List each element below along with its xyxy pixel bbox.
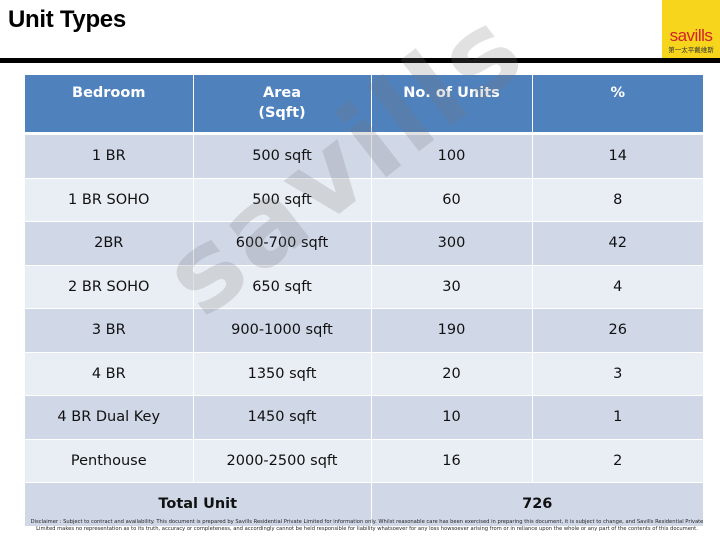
cell-bedroom: 2 BR SOHO	[25, 265, 194, 309]
cell-percent: 26	[532, 308, 703, 353]
cell-units: 100	[371, 133, 533, 179]
table-row: 2 BR SOHO 650 sqft 30 4	[25, 265, 703, 309]
table-row: 2BR 600-700 sqft 300 42	[25, 221, 703, 266]
table-row: 1 BR SOHO 500 sqft 60 8	[25, 178, 703, 222]
page-title: Unit Types	[8, 6, 126, 33]
cell-area: 600-700 sqft	[193, 221, 372, 266]
cell-units: 190	[371, 308, 533, 353]
cell-area: 1450 sqft	[193, 395, 372, 440]
cell-bedroom: 1 BR SOHO	[25, 178, 194, 222]
title-divider	[0, 58, 720, 63]
header-bedroom: Bedroom	[25, 75, 194, 135]
cell-area: 500 sqft	[193, 178, 372, 222]
cell-bedroom: 4 BR Dual Key	[25, 395, 194, 440]
logo-chinese-name: 第一太平戴维斯	[668, 46, 714, 54]
cell-percent: 14	[532, 133, 703, 179]
total-row: Total Unit 726	[25, 482, 703, 527]
cell-area: 1350 sqft	[193, 352, 372, 396]
cell-bedroom: Penthouse	[25, 439, 194, 483]
cell-units: 300	[371, 221, 533, 266]
cell-units: 20	[371, 352, 533, 396]
table-row: Penthouse 2000-2500 sqft 16 2	[25, 439, 703, 483]
cell-percent: 1	[532, 395, 703, 440]
cell-units: 16	[371, 439, 533, 483]
cell-percent: 8	[532, 178, 703, 222]
savills-logo: savills 第一太平戴维斯	[662, 0, 720, 58]
cell-area: 500 sqft	[193, 133, 372, 179]
table-row: 3 BR 900-1000 sqft 190 26	[25, 308, 703, 353]
unit-types-table: Bedroom Area (Sqft) No. of Units % 1 BR 5…	[25, 75, 703, 527]
cell-bedroom: 1 BR	[25, 133, 194, 179]
logo-wordmark: savills	[669, 26, 713, 45]
cell-percent: 4	[532, 265, 703, 309]
header-area-unit: (Sqft)	[258, 105, 306, 121]
cell-area: 2000-2500 sqft	[193, 439, 372, 483]
cell-units: 10	[371, 395, 533, 440]
cell-percent: 2	[532, 439, 703, 483]
cell-percent: 3	[532, 352, 703, 396]
cell-bedroom: 2BR	[25, 221, 194, 266]
total-value: 726	[371, 482, 703, 527]
cell-area: 650 sqft	[193, 265, 372, 309]
table-row: 4 BR Dual Key 1450 sqft 10 1	[25, 395, 703, 440]
table-row: 1 BR 500 sqft 100 14	[25, 133, 703, 179]
cell-units: 30	[371, 265, 533, 309]
cell-bedroom: 4 BR	[25, 352, 194, 396]
cell-units: 60	[371, 178, 533, 222]
unit-types-table-container: Bedroom Area (Sqft) No. of Units % 1 BR 5…	[25, 75, 703, 527]
header-area: Area (Sqft)	[193, 75, 372, 135]
table-header-row: Bedroom Area (Sqft) No. of Units %	[25, 75, 703, 135]
disclaimer-text: Disclaimer : Subject to contract and ava…	[30, 519, 704, 532]
header-units: No. of Units	[371, 75, 533, 135]
total-label: Total Unit	[25, 482, 372, 527]
cell-area: 900-1000 sqft	[193, 308, 372, 353]
cell-percent: 42	[532, 221, 703, 266]
cell-bedroom: 3 BR	[25, 308, 194, 353]
header-area-label: Area	[263, 85, 301, 101]
table-row: 4 BR 1350 sqft 20 3	[25, 352, 703, 396]
header-percent: %	[532, 75, 703, 135]
